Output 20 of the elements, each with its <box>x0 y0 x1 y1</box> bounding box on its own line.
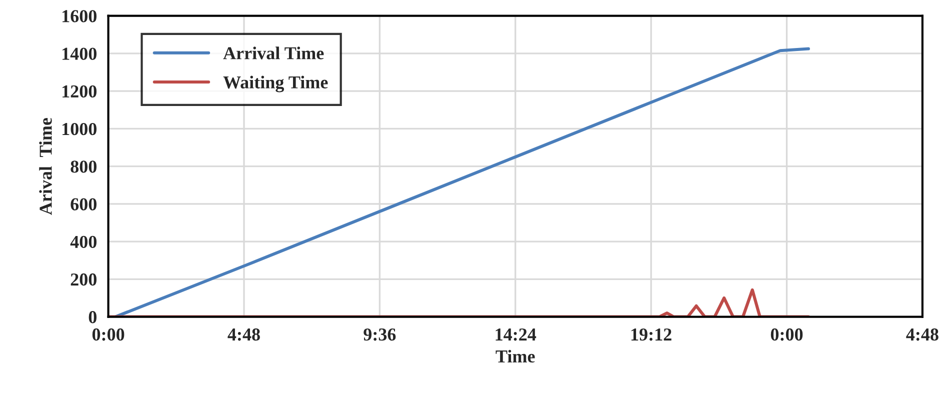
x-tick-label: 4:48 <box>228 328 260 341</box>
x-tick-label: 4:48 <box>906 328 938 341</box>
x-tick-label: 0:00 <box>770 328 803 341</box>
y-tick-label: 1200 <box>62 85 96 98</box>
legend-label: Waiting Time <box>223 76 328 92</box>
x-tick-label: 14:24 <box>496 328 536 341</box>
y-tick-label: 200 <box>70 273 96 286</box>
y-tick-label: 800 <box>70 160 96 173</box>
x-tick-label: 9:36 <box>364 328 396 341</box>
x-axis-title: Time <box>496 350 535 363</box>
y-tick-label: 1600 <box>62 10 96 22</box>
y-tick-label: 1400 <box>62 48 96 60</box>
x-tick-label: 19:12 <box>631 328 672 341</box>
y-tick-label: 600 <box>70 198 96 210</box>
y-tick-label: 0 <box>88 311 96 324</box>
y-tick-label: 400 <box>70 236 96 248</box>
x-tick-label: 0:00 <box>92 328 124 341</box>
y-axis-title: Arival Time <box>39 118 52 215</box>
legend-label: Arrival Time <box>223 46 324 60</box>
y-tick-label: 1000 <box>62 122 96 136</box>
